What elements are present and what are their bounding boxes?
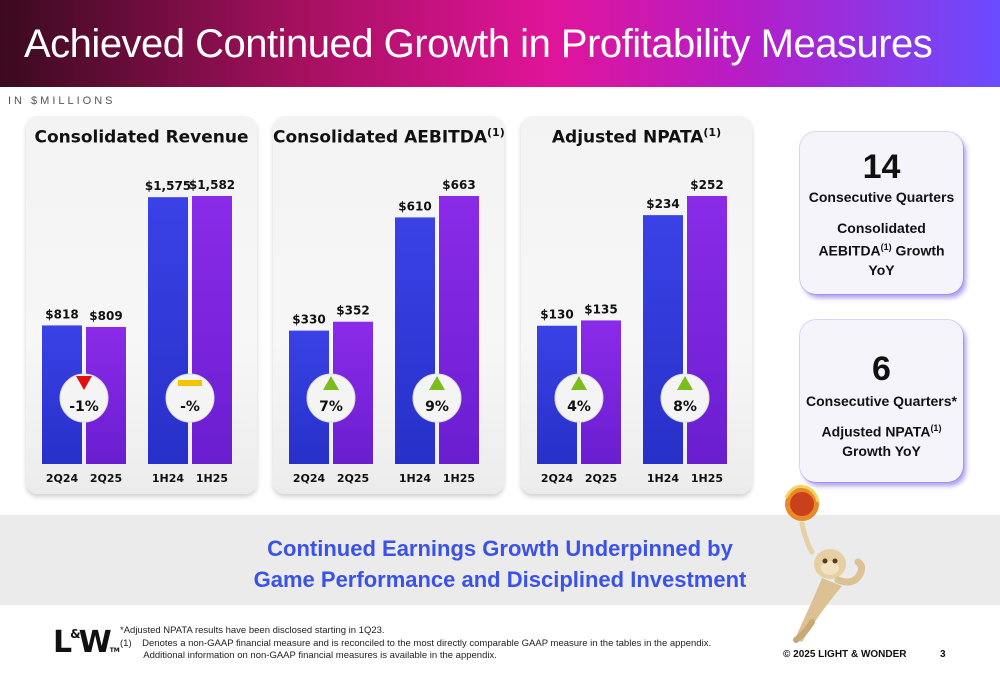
footnote-1: (1) Denotes a non-GAAP financial measure… (120, 637, 712, 649)
growth-badge-quarter: 4% (554, 373, 604, 423)
aebitda-streak-period: YoY (868, 261, 895, 278)
category-label-1h24: 1H24 (152, 472, 185, 485)
category-label-1h25: 1H25 (691, 472, 723, 485)
category-label-2q25: 2Q25 (337, 472, 369, 485)
category-label-1h25: 1H25 (443, 472, 475, 485)
npata-chart-title: Adjusted NPATA(1) (551, 126, 722, 148)
value-label-1h24: $234 (646, 197, 679, 211)
category-label-1h24: 1H24 (647, 472, 680, 485)
revenue-panel: Consolidated Revenue $818 2Q24 $809 2Q25 $1,… (26, 116, 257, 494)
growth-badge-half-year: -% (165, 373, 215, 423)
aebitda-streak-measure: Consolidated (837, 220, 926, 236)
value-label-2q25: $135 (584, 302, 617, 316)
npata-streak-box: 6 Consecutive Quarters* Adjusted NPATA(1… (800, 320, 963, 482)
value-label-1h25: $252 (690, 178, 723, 192)
growth-label: 7% (319, 399, 343, 415)
value-label-1h24: $1,575 (145, 179, 191, 193)
aebitda-chart-title: Consolidated AEBITDA(1) (273, 126, 505, 148)
npata-streak-period: Growth YoY (842, 442, 921, 459)
aebitda-panel: Consolidated AEBITDA(1) $330 2Q24 $352 2Q25… (273, 116, 505, 494)
bar-1h25 (192, 196, 232, 464)
up-arrow-icon (677, 376, 693, 390)
growth-badge-half-year: 8% (660, 373, 710, 423)
growth-badge-quarter: 7% (306, 373, 356, 423)
summary-text: Continued Earnings Growth Underpinned by… (0, 533, 1000, 595)
value-label-2q24: $330 (292, 313, 325, 327)
aebitda-bar-chart: $330 2Q24 $352 2Q25 $610 1H24 $663 1H25 7% 9% (289, 178, 479, 485)
summary-line-1: Continued Earnings Growth Underpinned by (267, 536, 733, 561)
title-bar: Achieved Continued Growth in Profitabili… (0, 0, 1000, 87)
growth-label: -1% (69, 399, 99, 415)
category-label-2q25: 2Q25 (90, 472, 122, 485)
page-title: Achieved Continued Growth in Profitabili… (24, 22, 933, 66)
value-label-1h24: $610 (398, 199, 431, 213)
monkey-mascot-illustration (784, 484, 866, 643)
down-arrow-icon (76, 376, 92, 390)
up-arrow-icon (429, 376, 445, 390)
growth-label: -% (180, 399, 200, 415)
category-label-2q25: 2Q25 (585, 472, 617, 485)
npata-panel: Adjusted NPATA(1) $130 2Q24 $135 2Q25 $234 1H… (521, 116, 752, 494)
npata-streak-caption: Consecutive Quarters* (806, 393, 957, 409)
bar-1h24 (643, 215, 683, 464)
footnote-1-continued: Additional information on non-GAAP finan… (120, 650, 497, 661)
copyright: © 2025 LIGHT & WONDER (783, 649, 907, 660)
growth-label: 4% (567, 399, 591, 415)
growth-badge-quarter: -1% (59, 373, 109, 423)
aebitda-streak-measure-name: AEBITDA(1) Growth (818, 242, 945, 259)
summary-line-2: Game Performance and Disciplined Investm… (253, 567, 747, 592)
category-label-1h24: 1H24 (399, 472, 432, 485)
bar-1h25 (687, 196, 727, 464)
footnotes: *Adjusted NPATA results have been disclo… (120, 625, 711, 663)
revenue-bar-chart: $818 2Q24 $809 2Q25 $1,575 1H24 $1,582 1H25 -1% -… (42, 178, 235, 485)
bar-1h24 (148, 197, 188, 464)
category-label-2q24: 2Q24 (293, 472, 326, 485)
up-arrow-icon (323, 376, 339, 390)
category-label-1h25: 1H25 (196, 472, 228, 485)
units-label: IN $MILLIONS (8, 95, 116, 107)
growth-badge-half-year: 9% (412, 373, 462, 423)
category-label-2q24: 2Q24 (541, 472, 574, 485)
growth-label: 8% (673, 399, 697, 415)
value-label-1h25: $663 (442, 178, 475, 192)
page-number: 3 (940, 649, 946, 660)
value-label-2q25: $352 (336, 304, 369, 318)
value-label-2q24: $130 (540, 308, 573, 322)
npata-streak-measure: Adjusted NPATA(1) (821, 423, 942, 440)
light-and-wonder-logo: L&WTM (53, 625, 120, 660)
aebitda-streak-box: 14 Consecutive Quarters Consolidated AEB… (800, 132, 963, 294)
flat-dash-icon (178, 380, 202, 386)
footnote-asterisk: *Adjusted NPATA results have been disclo… (120, 625, 385, 636)
bar-1h24 (395, 217, 435, 464)
up-arrow-icon (571, 376, 587, 390)
value-label-2q25: $809 (89, 309, 122, 323)
value-label-1h25: $1,582 (189, 178, 235, 192)
aebitda-streak-number: 14 (862, 148, 901, 186)
bar-1h25 (439, 196, 479, 464)
value-label-2q24: $818 (45, 307, 78, 321)
npata-bar-chart: $130 2Q24 $135 2Q25 $234 1H24 $252 1H25 4% 8% (537, 178, 727, 485)
aebitda-streak-caption: Consecutive Quarters (808, 189, 955, 205)
npata-streak-number: 6 (872, 350, 891, 388)
category-label-2q24: 2Q24 (46, 472, 79, 485)
growth-label: 9% (425, 399, 449, 415)
revenue-chart-title: Consolidated Revenue (34, 127, 249, 148)
